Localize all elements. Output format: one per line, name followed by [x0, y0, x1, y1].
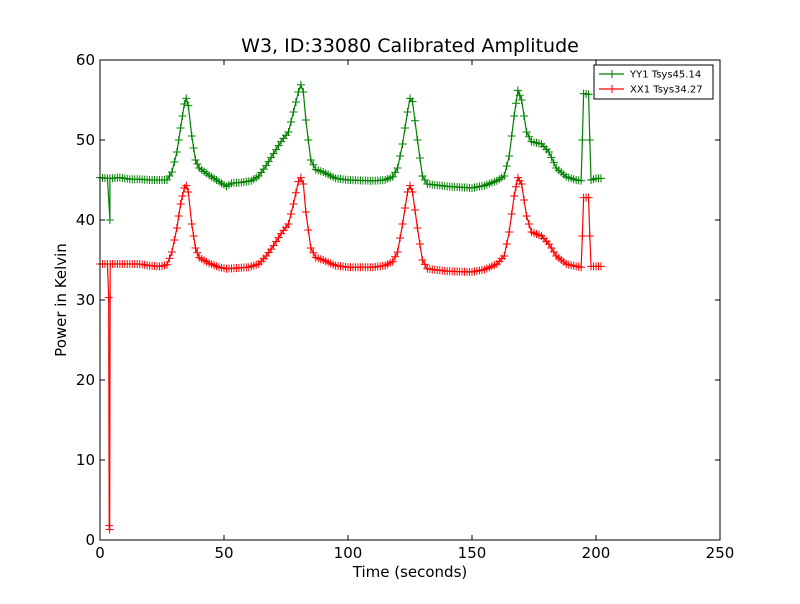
y-tick-label: 40 — [76, 211, 95, 229]
y-tick-label: 60 — [76, 51, 95, 69]
chart-title: W3, ID:33080 Calibrated Amplitude — [241, 35, 579, 57]
legend-marker — [608, 85, 616, 93]
legend-label: YY1 Tsys45.14 — [629, 70, 701, 81]
legend-box — [593, 64, 714, 100]
y-tick-label: 30 — [76, 291, 95, 309]
y-tick-label: 0 — [85, 531, 95, 549]
x-tick-label: 50 — [214, 544, 233, 562]
tick-layer: 0 50 100 150 200 250 0 10 20 30 40 50 60 — [76, 51, 734, 562]
x-tick-label: 0 — [95, 544, 105, 562]
y-tick-label: 20 — [76, 371, 95, 389]
x-tick-label: 250 — [706, 544, 735, 562]
y-axis-label: Power in Kelvin — [52, 243, 70, 357]
legend-marker — [608, 70, 616, 78]
x-tick-label: 200 — [582, 544, 611, 562]
x-axis-label: Time (seconds) — [352, 563, 468, 581]
legend-item: YY1 Tsys45.14 — [599, 70, 701, 81]
x-tick-label: 150 — [458, 544, 487, 562]
y-tick-label: 10 — [76, 451, 95, 469]
y-tick-label: 50 — [76, 131, 95, 149]
legend-label: XX1 Tsys34.27 — [630, 85, 703, 96]
legend: YY1 Tsys45.14 XX1 Tsys34.27 — [593, 64, 714, 100]
legend-item: XX1 Tsys34.27 — [599, 85, 703, 96]
x-tick-label: 100 — [334, 544, 363, 562]
series-1 — [96, 173, 605, 534]
plot-frame — [99, 59, 721, 541]
series-layer — [96, 80, 605, 534]
